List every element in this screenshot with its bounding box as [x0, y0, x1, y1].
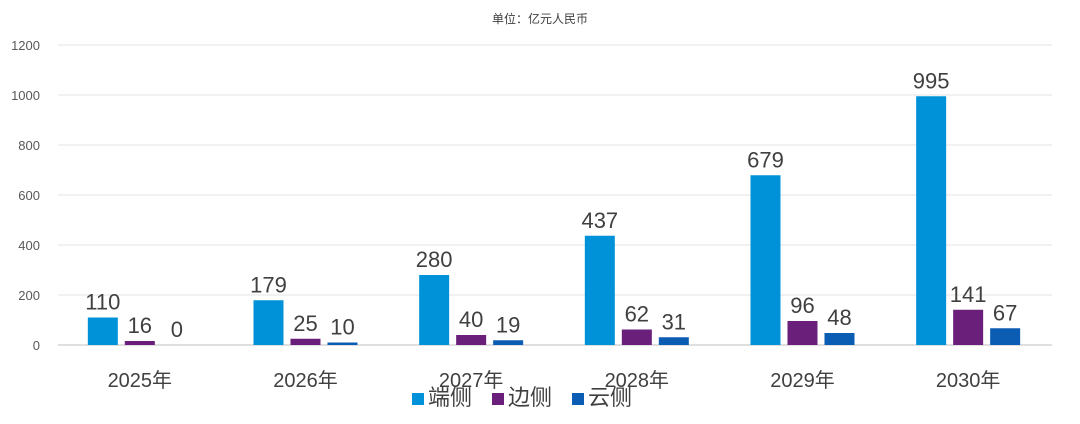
legend-swatch	[572, 393, 584, 405]
bar	[621, 329, 652, 345]
data-label: 16	[128, 313, 152, 338]
legend-item: 端侧	[412, 385, 472, 410]
y-tick-label: 0	[33, 338, 40, 353]
data-label: 40	[459, 307, 483, 332]
bar	[124, 341, 155, 345]
data-label: 67	[993, 300, 1017, 325]
data-label: 280	[416, 247, 453, 272]
data-label: 25	[293, 311, 317, 336]
y-tick-label: 200	[18, 288, 40, 303]
legend: 端侧 边侧 云侧	[412, 385, 632, 410]
legend-swatch	[412, 393, 424, 405]
x-axis: 2025年 2026年 2027年 2028年 2029年 2030年	[108, 369, 1001, 392]
bar	[916, 96, 947, 345]
y-axis: 0 200 400 600 800 1000 1200	[11, 38, 40, 353]
legend-item: 边侧	[492, 385, 552, 410]
x-tick-label: 2025年	[108, 369, 173, 392]
bar	[824, 333, 855, 345]
y-tick-label: 1200	[11, 38, 40, 53]
data-label: 10	[330, 315, 354, 340]
data-label: 110	[85, 290, 120, 315]
bar	[990, 328, 1021, 345]
x-tick-label: 2030年	[936, 369, 1001, 392]
data-label: 19	[496, 312, 520, 337]
data-label: 62	[625, 302, 649, 327]
x-tick-label: 2028年	[605, 369, 670, 392]
chart-subtitle: 单位：亿元人民币	[491, 12, 588, 26]
bar	[493, 340, 524, 345]
bar	[253, 300, 284, 345]
data-label: 0	[171, 317, 183, 342]
data-label: 995	[913, 68, 950, 93]
data-label: 31	[662, 309, 686, 334]
bars	[87, 96, 1021, 345]
bar	[456, 335, 487, 345]
bar	[87, 317, 118, 345]
y-tick-label: 800	[18, 138, 40, 153]
data-label: 48	[827, 305, 851, 330]
data-label: 96	[790, 293, 814, 318]
x-tick-label: 2027年	[439, 369, 504, 392]
bar	[787, 321, 818, 345]
legend-item: 云侧	[572, 385, 632, 410]
y-tick-label: 400	[18, 238, 40, 253]
data-label: 437	[581, 208, 618, 233]
data-label: 679	[747, 147, 784, 172]
bar	[584, 235, 615, 345]
x-tick-label: 2029年	[770, 369, 835, 392]
legend-label: 云侧	[588, 385, 632, 410]
x-tick-label: 2026年	[273, 369, 338, 392]
legend-label: 端侧	[428, 385, 472, 410]
bar	[419, 275, 450, 345]
y-tick-label: 600	[18, 188, 40, 203]
y-tick-label: 1000	[11, 88, 40, 103]
bar	[750, 175, 781, 345]
legend-swatch	[492, 393, 504, 405]
data-label: 141	[950, 282, 987, 307]
data-label: 179	[250, 272, 287, 297]
bar	[290, 338, 321, 345]
bar	[953, 309, 984, 345]
bar	[327, 342, 358, 345]
bar	[658, 337, 689, 345]
gridlines	[58, 44, 1052, 346]
legend-label: 边侧	[508, 385, 552, 410]
